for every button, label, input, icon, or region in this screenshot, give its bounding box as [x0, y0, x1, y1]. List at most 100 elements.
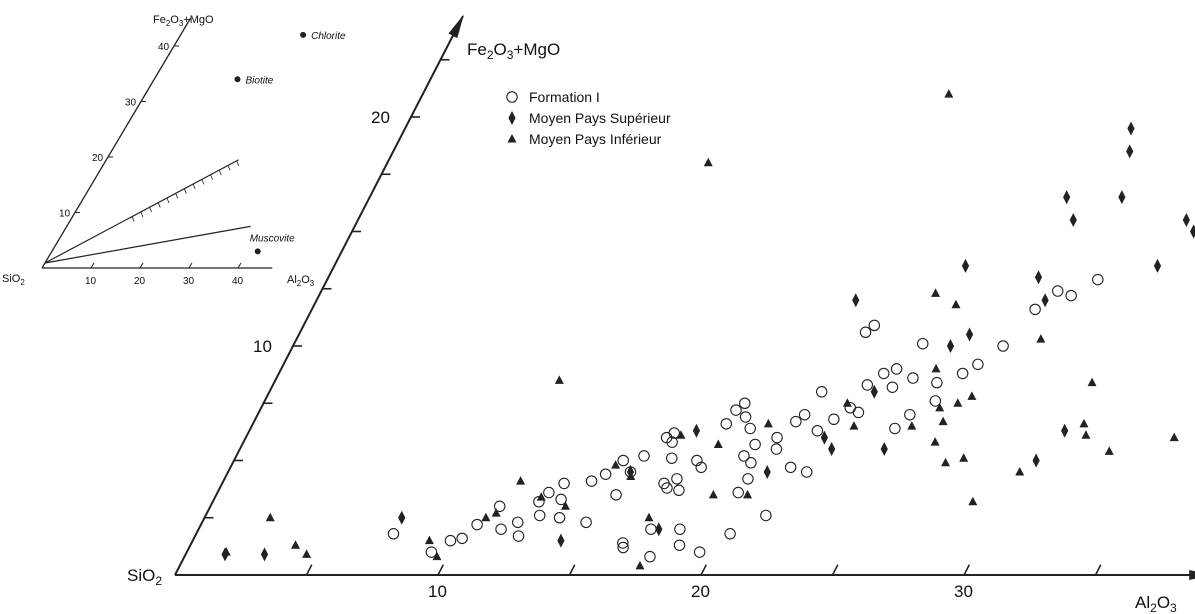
inset-upper-field-line — [44, 159, 239, 264]
series-circle-open — [387, 273, 1104, 563]
data-point — [599, 468, 612, 480]
data-point — [1087, 377, 1097, 387]
data-point — [617, 541, 629, 554]
data-point — [495, 523, 507, 535]
inset-chart: 10 20 30 40 10 20 30 40 Chlorite Biotite Muscovit… — [2, 14, 346, 288]
main-x-tick-label: 20 — [691, 582, 710, 601]
data-point — [953, 398, 963, 407]
data-point — [907, 372, 919, 384]
data-point — [972, 358, 984, 371]
data-point — [638, 450, 650, 462]
data-point — [533, 509, 546, 522]
data-point — [889, 422, 901, 435]
data-point — [916, 337, 929, 350]
data-point — [931, 376, 943, 389]
main-x-tick-label: 10 — [428, 582, 447, 601]
data-point — [221, 547, 231, 556]
main-x-tick-label: 30 — [954, 582, 973, 601]
data-point — [691, 454, 703, 467]
data-point — [666, 436, 678, 448]
data-point — [763, 418, 773, 428]
data-point — [471, 518, 483, 531]
inset-x-tick-mark — [90, 262, 95, 269]
data-point — [820, 430, 828, 445]
inset-x-tick-label: 20 — [134, 276, 146, 287]
data-point — [1065, 289, 1077, 302]
inset-x-tick-mark — [139, 262, 144, 269]
data-point — [938, 416, 948, 426]
inset-hatch-mark — [149, 207, 152, 213]
inset-field-lines — [44, 159, 251, 264]
data-point — [533, 495, 545, 508]
data-point — [558, 477, 570, 490]
inset-y-tick-label: 40 — [158, 42, 170, 53]
inset-hatch-mark — [236, 160, 240, 166]
inset-hatch-mark — [227, 165, 231, 171]
data-point — [907, 421, 917, 430]
legend-marker — [506, 91, 518, 103]
inset-y-axis-label: Fe2O3+MgO — [153, 14, 214, 28]
data-point — [930, 437, 940, 446]
data-point — [481, 512, 491, 522]
inset-x-axis-label: Al2O3 — [287, 274, 315, 288]
data-point — [644, 550, 656, 563]
series-diamond-filled — [221, 121, 1195, 562]
data-point — [302, 549, 312, 558]
data-point — [828, 442, 836, 457]
data-point — [961, 258, 970, 273]
data-point — [931, 288, 941, 297]
main-origin-label: SiO2 — [127, 566, 162, 588]
data-point — [861, 379, 874, 391]
data-point — [968, 496, 978, 506]
data-point — [1182, 213, 1190, 228]
data-point — [676, 430, 686, 439]
main-x-axis-label: Al2O3 — [1135, 593, 1177, 614]
data-point — [1041, 293, 1049, 308]
inset-x-tick-label: 40 — [232, 276, 244, 287]
inset-origin-label: SiO2 — [2, 273, 25, 287]
data-point — [790, 415, 802, 428]
data-point — [951, 299, 961, 309]
main-chart: 10 20 30 10 20 Fe2O3+MgO Al2O3 SiO2 Formatio… — [127, 14, 1195, 614]
data-point — [743, 489, 753, 499]
data-point — [956, 367, 969, 380]
data-point — [1063, 190, 1071, 205]
data-point — [387, 528, 400, 540]
data-point — [1036, 334, 1046, 343]
data-point — [617, 454, 629, 467]
data-point — [739, 411, 752, 423]
inset-x-tick-label: 30 — [183, 276, 195, 287]
data-point — [770, 443, 783, 455]
data-point — [744, 422, 756, 435]
data-point — [1034, 270, 1043, 285]
data-point — [668, 427, 680, 439]
data-point — [880, 442, 888, 457]
data-point — [432, 551, 442, 561]
data-point — [852, 293, 860, 308]
data-point — [580, 516, 592, 529]
data-point — [931, 363, 941, 373]
data-point — [260, 547, 269, 562]
data-point — [610, 489, 622, 501]
main-x-tick-mark — [437, 564, 445, 576]
data-point — [904, 408, 916, 421]
data-point — [554, 375, 564, 384]
data-point — [745, 457, 757, 469]
data-point — [935, 402, 945, 412]
data-point — [493, 500, 506, 513]
data-point — [929, 395, 942, 407]
inset-hatch-mark — [184, 188, 187, 194]
main-y-tick-label: 20 — [371, 108, 390, 127]
data-point — [1032, 453, 1040, 468]
inset-hatch-mark — [192, 183, 196, 190]
legend-marker — [508, 111, 516, 125]
data-point — [730, 404, 742, 416]
inset-y-tick-label: 30 — [125, 98, 137, 109]
data-point — [815, 386, 828, 398]
inset-hatch-mark — [157, 202, 161, 208]
data-point — [828, 413, 840, 426]
inset-x-tick-mark — [188, 262, 193, 269]
inset-y-tick-label: 20 — [92, 153, 104, 164]
data-point — [695, 461, 707, 474]
